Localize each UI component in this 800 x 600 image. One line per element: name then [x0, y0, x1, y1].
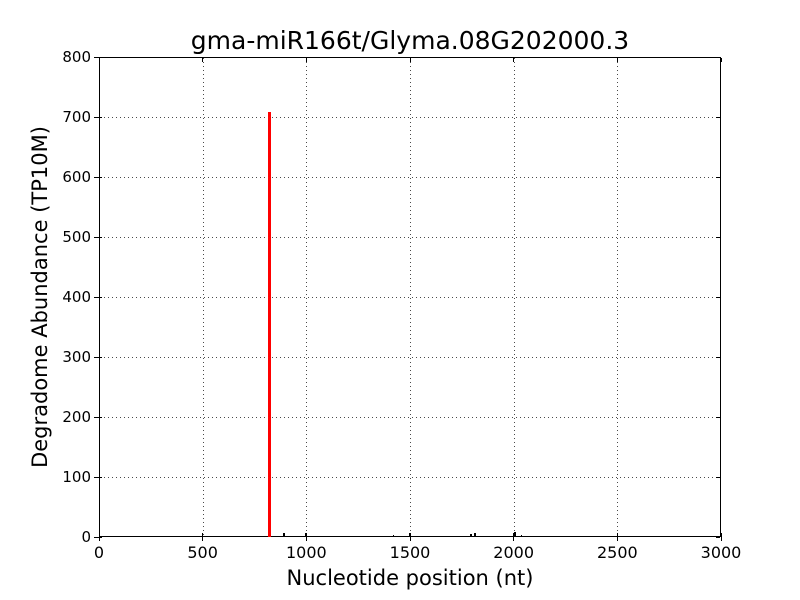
background-spike — [161, 535, 163, 537]
background-spike — [559, 536, 561, 537]
x-tick — [513, 533, 515, 541]
background-spike — [341, 536, 343, 537]
background-spike — [531, 535, 533, 537]
y-tick-right — [716, 356, 720, 358]
background-spike — [500, 536, 502, 537]
background-spike — [305, 533, 308, 537]
x-tick — [720, 533, 722, 541]
x-tick-top — [202, 58, 204, 62]
background-spike — [194, 535, 196, 537]
x-tick-label: 1500 — [389, 543, 431, 562]
x-axis-label: Nucleotide position (nt) — [286, 566, 534, 590]
background-spike — [654, 536, 656, 537]
x-tick-top — [513, 58, 515, 62]
background-spike — [175, 536, 177, 537]
y-tick — [94, 56, 102, 58]
background-spike — [513, 532, 516, 537]
y-tick-right — [716, 296, 720, 298]
x-tick — [202, 533, 204, 541]
y-tick — [94, 536, 102, 538]
background-spike — [538, 535, 540, 537]
x-tick-label: 2000 — [493, 543, 535, 562]
background-spike — [241, 536, 243, 537]
x-tick-label: 3000 — [700, 543, 742, 562]
y-tick-right — [716, 416, 720, 418]
y-tick-right — [716, 536, 720, 538]
x-tick-label: 0 — [93, 543, 105, 562]
background-spike — [620, 536, 622, 537]
plot-area: 0 500 1000 1500 2000 2500 3000 0 100 200 300 400 500… — [62, 48, 741, 562]
y-tick-right — [716, 176, 720, 178]
x-tick-top — [305, 58, 307, 62]
background-spike — [276, 535, 278, 537]
y-tick-label: 400 — [62, 288, 91, 306]
background-spike — [409, 533, 411, 537]
y-tick — [94, 176, 102, 178]
y-tick-label: 500 — [62, 228, 91, 246]
x-tick-top — [409, 58, 411, 62]
background-spike — [398, 535, 400, 537]
background-spike — [213, 536, 215, 537]
x-gridline — [617, 58, 619, 536]
y-tick-right — [716, 236, 720, 238]
y-tick-label: 200 — [62, 408, 91, 426]
background-spike — [521, 535, 523, 537]
x-gridline — [410, 58, 411, 536]
background-spike — [392, 534, 394, 537]
highlight-peak-spike — [267, 112, 271, 537]
y-tick-right — [716, 116, 720, 118]
y-tick — [94, 116, 102, 118]
x-gridline — [306, 58, 308, 536]
background-spike — [470, 534, 473, 537]
y-tick — [94, 356, 102, 358]
background-spike — [202, 535, 204, 537]
y-tick — [94, 476, 102, 478]
y-tick-right — [716, 476, 720, 478]
x-tick — [409, 533, 411, 541]
background-spike — [317, 535, 319, 537]
x-tick-label: 2500 — [596, 543, 638, 562]
top-spine — [99, 57, 721, 58]
x-tick — [305, 533, 307, 541]
y-tick — [94, 416, 102, 418]
x-gridline — [202, 58, 204, 536]
background-spike — [697, 535, 699, 537]
x-tick-label: 500 — [187, 543, 218, 562]
y-tick-label: 700 — [62, 108, 91, 126]
background-spike — [380, 535, 382, 537]
y-tick-label: 0 — [81, 528, 91, 546]
x-tick-label: 1000 — [285, 543, 327, 562]
y-tick-label: 300 — [62, 348, 91, 366]
x-tick-top — [720, 58, 722, 62]
chart-title: gma-miR166t/Glyma.08G202000.3 — [190, 26, 630, 55]
x-tick-top — [98, 58, 100, 62]
right-spine — [720, 57, 721, 537]
y-tick — [94, 296, 102, 298]
y-tick-label: 600 — [62, 168, 91, 186]
x-tick-top — [616, 58, 618, 62]
background-spike — [589, 535, 591, 537]
background-spike — [419, 536, 421, 537]
y-tick — [94, 236, 102, 238]
background-spike — [474, 532, 477, 537]
y-tick-label: 800 — [62, 48, 91, 66]
y-tick-label: 100 — [62, 468, 91, 486]
background-spike — [712, 536, 714, 537]
x-tick — [616, 533, 618, 541]
background-spike — [282, 532, 285, 537]
x-gridline — [513, 58, 515, 536]
background-spike — [432, 536, 434, 537]
background-spike — [685, 535, 687, 537]
background-spike — [292, 535, 294, 537]
y-tick-right — [716, 56, 720, 58]
